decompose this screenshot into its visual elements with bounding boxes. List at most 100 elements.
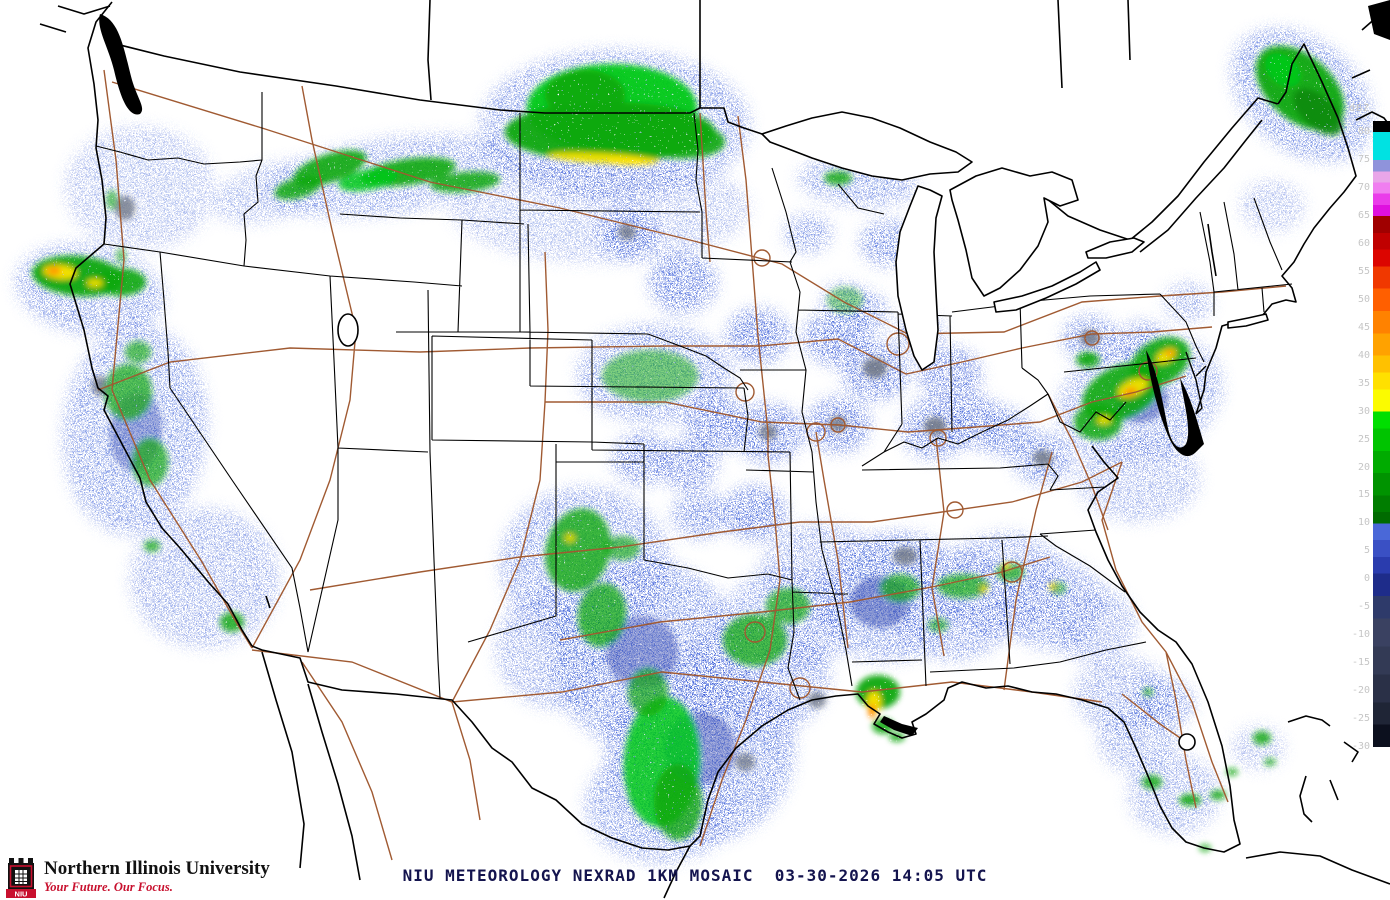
radar-echo <box>1048 586 1136 662</box>
niu-logo: NIU Northern Illinois University Your Fu… <box>6 858 270 898</box>
colorbar-tick-15: 15 <box>1357 489 1370 501</box>
radar-echo <box>144 540 160 552</box>
radar-echo <box>880 574 920 602</box>
niu-logo-text: Northern Illinois University Your Future… <box>44 858 270 894</box>
radar-echo <box>545 508 611 592</box>
lakes-outline <box>337 111 1269 751</box>
colorbar-tick-20: 20 <box>1357 461 1370 473</box>
colorbar-tick-60: 60 <box>1357 237 1370 249</box>
niu-institution-name: Northern Illinois University <box>44 858 270 879</box>
niu-abbr-text: NIU <box>15 889 28 898</box>
radar-echo <box>856 675 900 709</box>
radar-echo <box>602 350 698 402</box>
colorbar-tick-75: 75 <box>1357 154 1370 166</box>
radar-echo <box>824 171 852 185</box>
radar-echo <box>1264 758 1276 766</box>
colorbar-tick-45: 45 <box>1357 321 1370 333</box>
radar-echo <box>220 612 244 632</box>
radar-echo <box>1253 731 1271 745</box>
radar-echo <box>1226 768 1238 776</box>
colorbar-tick-65: 65 <box>1357 210 1370 222</box>
radar-echo <box>1265 53 1301 87</box>
radar-echo <box>545 70 625 120</box>
radar-echo <box>1049 583 1055 589</box>
colorbar-tick-35: 35 <box>1357 377 1370 389</box>
radar-echo <box>1179 794 1201 806</box>
colorbar-tick-10: 10 <box>1357 517 1370 529</box>
radar-echo <box>1076 434 1200 522</box>
radar-echo <box>1142 775 1162 789</box>
colorbar-tick--5: -5 <box>1357 601 1370 613</box>
colorbar-tick-80: 80 <box>1357 126 1370 138</box>
radar-echo <box>863 358 887 378</box>
colorbar-tick-25: 25 <box>1357 433 1370 445</box>
radar-echo <box>628 668 668 716</box>
radar-echo <box>606 157 658 165</box>
radar-echo <box>612 433 672 485</box>
radar-echo <box>450 153 750 263</box>
coastline-outline <box>39 0 1390 899</box>
radar-echo <box>808 692 826 708</box>
radar-echo <box>672 491 728 539</box>
filled-water-bodies <box>99 0 1390 736</box>
radar-echo <box>1293 88 1343 136</box>
radar-echo <box>893 547 917 565</box>
radar-echo <box>981 586 987 592</box>
radar-echo <box>1128 754 1220 834</box>
radar-echo <box>132 438 168 486</box>
radar-echo <box>65 126 215 250</box>
niu-castle-icon: NIU <box>6 858 36 898</box>
radar-echo <box>338 168 398 192</box>
colorbar-tick--20: -20 <box>1351 685 1370 697</box>
radar-echo <box>1143 688 1153 696</box>
radar-echo <box>784 213 832 253</box>
niu-tagline: Your Future. Our Focus. <box>44 880 173 894</box>
radar-echo <box>104 364 152 420</box>
radar-echo <box>115 196 135 220</box>
radar-echo <box>604 536 640 560</box>
radar-echo <box>430 171 500 193</box>
colorbar-tick--10: -10 <box>1351 629 1370 641</box>
radar-echo <box>1165 350 1175 356</box>
reflectivity-colorbar <box>1373 121 1390 747</box>
colorbar-tick--15: -15 <box>1351 657 1370 669</box>
colorbar-tick-0: 0 <box>1363 573 1370 585</box>
radar-echo <box>1210 790 1226 800</box>
mosaic-caption: NIU METEOROLOGY NEXRAD 1KM MOSAIC 03-30-… <box>402 866 988 885</box>
radar-echo <box>937 574 989 598</box>
state-border-lines <box>95 92 1293 701</box>
delmarva-lines <box>1185 351 1207 415</box>
radar-echo <box>649 253 717 313</box>
radar-echo <box>125 341 151 363</box>
colorbar-tick--30: -30 <box>1351 741 1370 752</box>
radar-echo-cores <box>32 45 1345 852</box>
radar-echo <box>274 176 322 200</box>
colorbar-tick-30: 30 <box>1357 405 1370 417</box>
radar-echo <box>1079 352 1095 362</box>
colorbar-units-label: dBZ <box>1348 103 1370 114</box>
radar-echo <box>723 614 787 666</box>
radar-echo <box>735 753 755 771</box>
colorbar-tick--25: -25 <box>1351 713 1370 725</box>
colorbar-tick-50: 50 <box>1357 293 1370 305</box>
radar-echo <box>766 588 810 624</box>
radar-echo <box>94 268 146 296</box>
radar-echo <box>606 616 678 688</box>
radar-echo <box>618 224 636 240</box>
colorbar-tick-5: 5 <box>1363 545 1370 557</box>
radar-echo <box>654 764 702 840</box>
radar-echo <box>47 267 61 275</box>
radar-echo <box>565 534 575 542</box>
radar-echo <box>1033 450 1053 466</box>
colorbar-tick-40: 40 <box>1357 349 1370 361</box>
colorbar-tick-70: 70 <box>1357 182 1370 194</box>
radar-echo <box>87 279 103 287</box>
radar-echo <box>106 190 118 210</box>
radar-echo <box>723 485 787 541</box>
radar-echo <box>1164 282 1212 322</box>
colorbar-tick-55: 55 <box>1357 265 1370 277</box>
radar-echo <box>658 438 718 490</box>
radar-echo <box>1240 180 1304 232</box>
